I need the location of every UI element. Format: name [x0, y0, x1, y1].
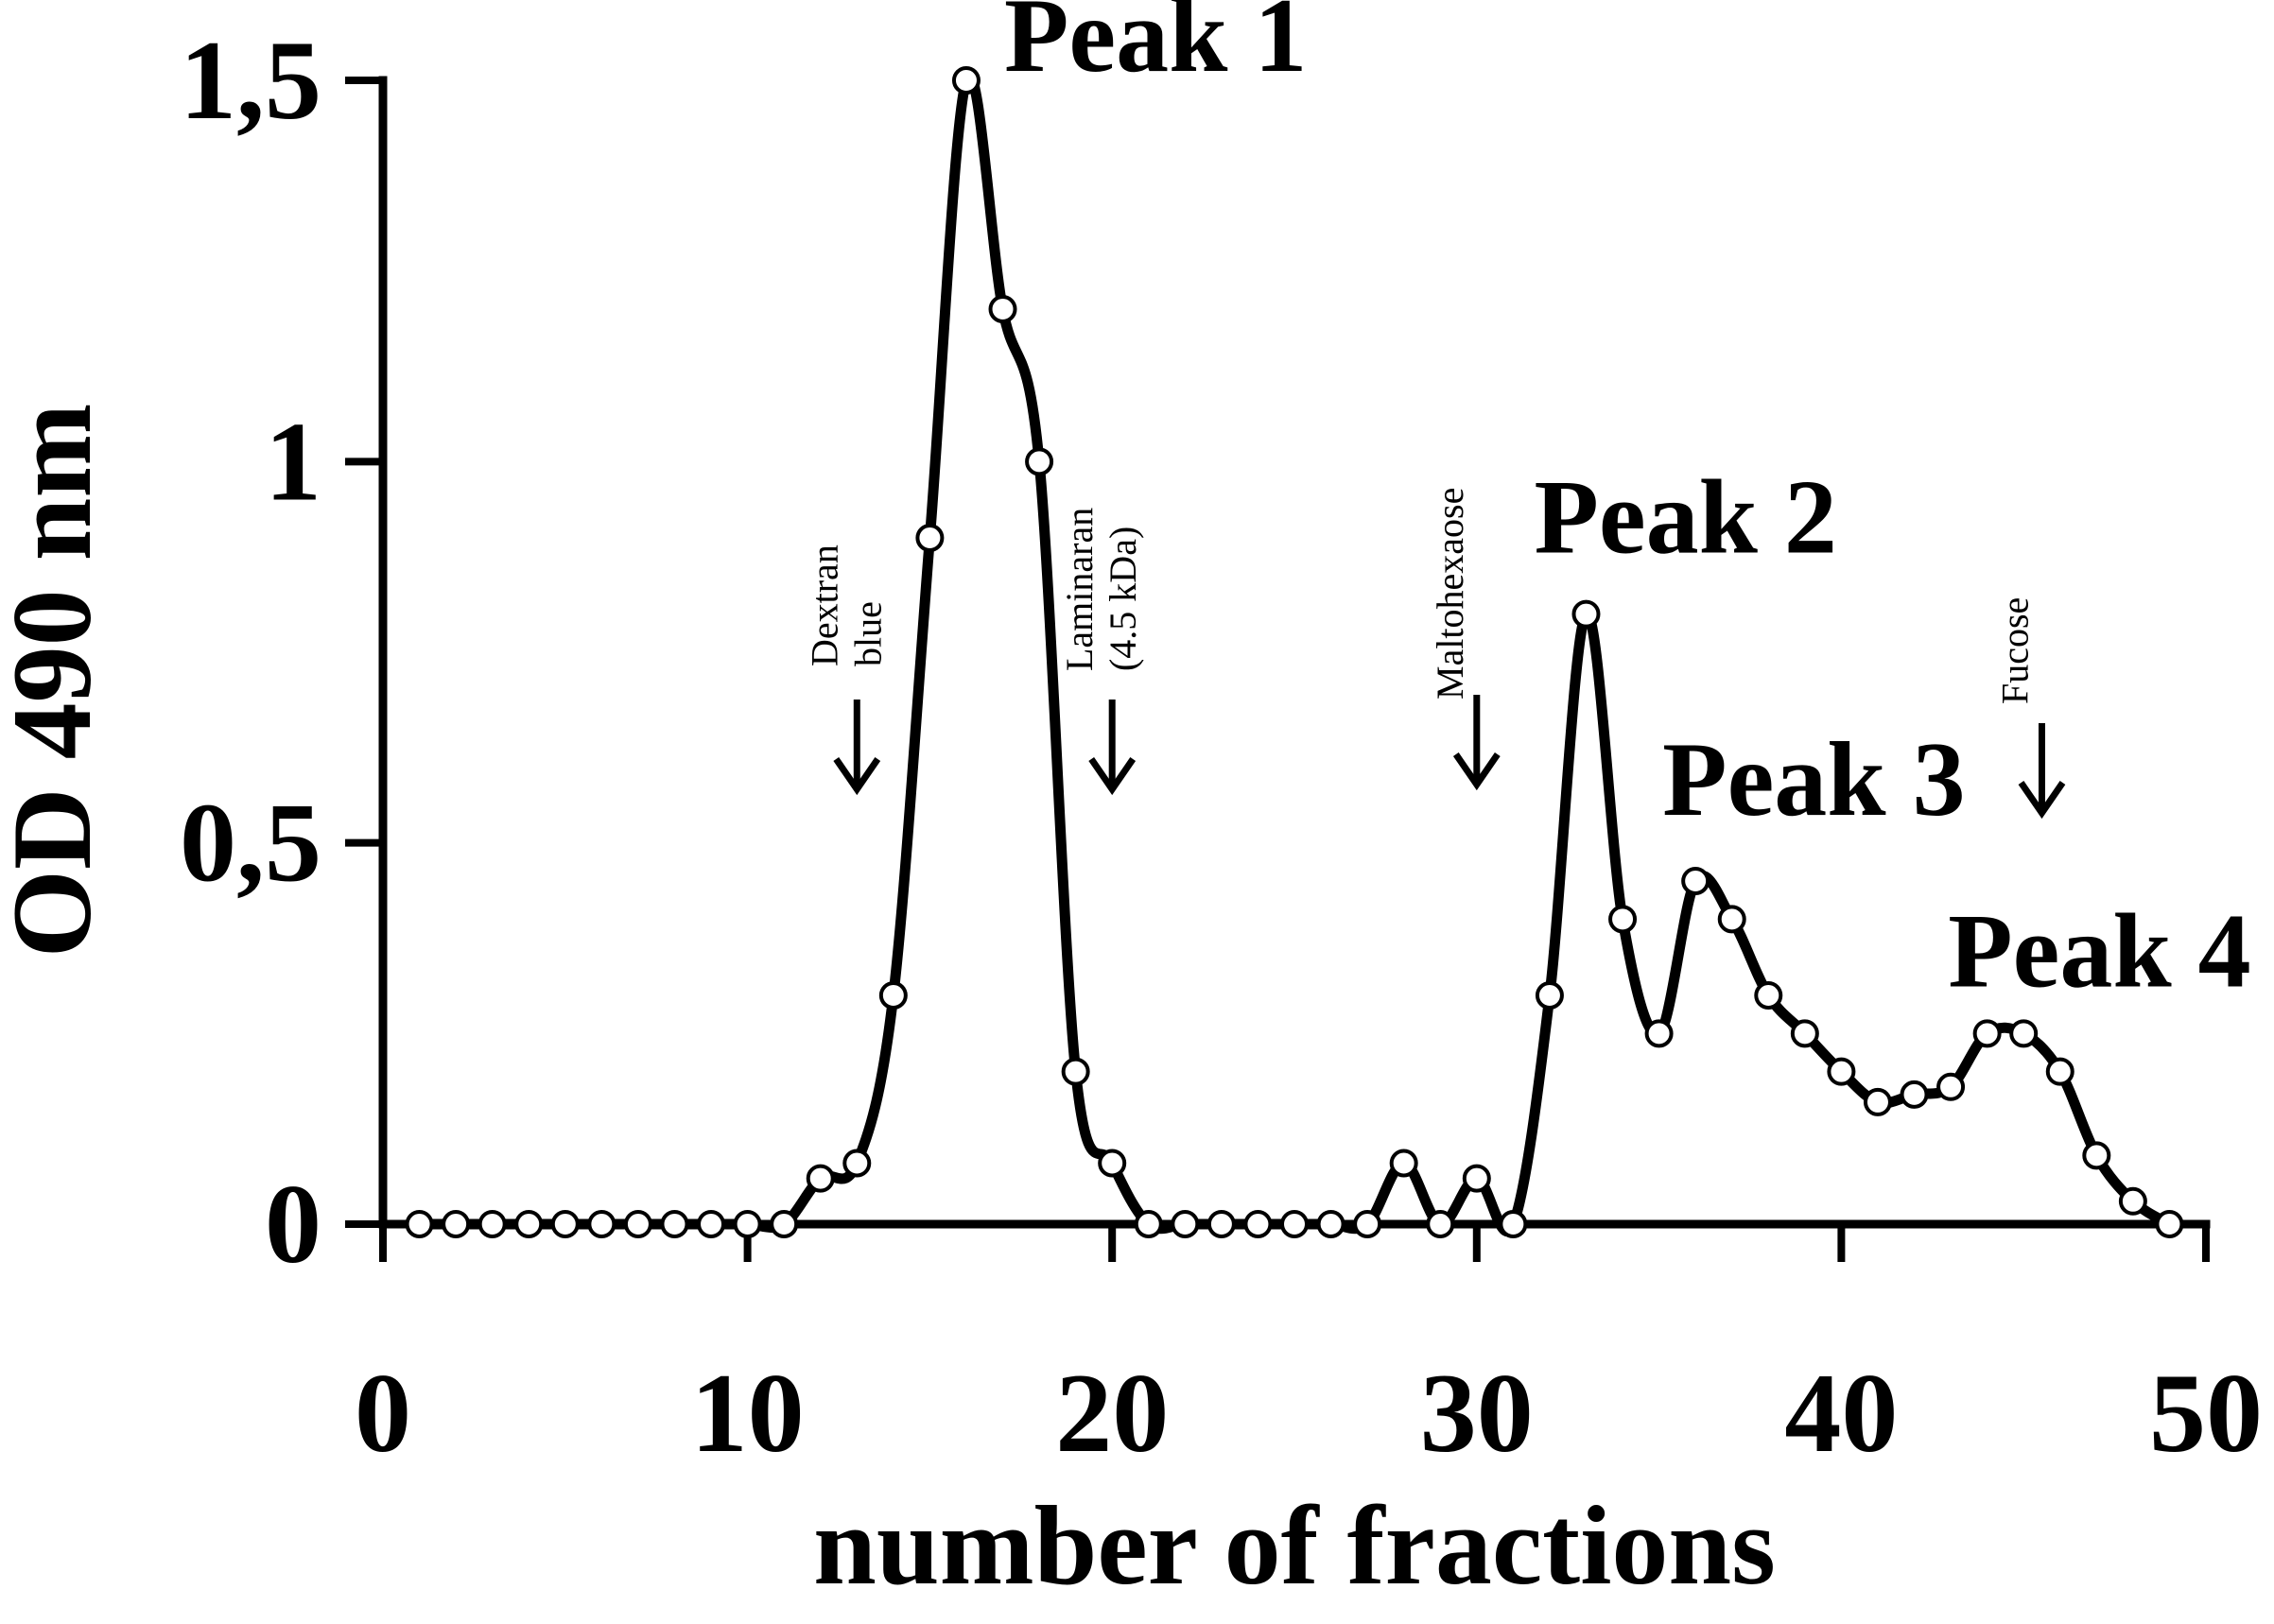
series-line: [414, 70, 2175, 1237]
marker-arrowhead: [1452, 752, 1501, 791]
marker-arrowhead: [833, 757, 881, 796]
x-axis-title: number of fractions: [813, 1482, 1776, 1608]
data-point: [2118, 1186, 2147, 1216]
data-point: [1025, 447, 1054, 476]
data-point: [442, 1210, 471, 1238]
x-tick-label: 10: [691, 1350, 805, 1476]
marker-label: blue: [846, 601, 889, 666]
data-point: [697, 1210, 726, 1238]
x-tick-label: 20: [1055, 1350, 1169, 1476]
data-point: [842, 1149, 872, 1178]
data-point: [1061, 1057, 1090, 1086]
marker-arrowhead: [1088, 757, 1137, 796]
data-point: [733, 1210, 762, 1238]
data-points: [405, 66, 2184, 1238]
data-point: [660, 1210, 689, 1238]
data-point: [1280, 1210, 1309, 1238]
peak-label: Peak 1: [1004, 0, 1307, 95]
x-tick-label: 50: [2149, 1350, 2263, 1476]
data-point: [1389, 1149, 1418, 1178]
data-point: [1936, 1072, 1966, 1101]
x-tick-label: 40: [1784, 1350, 1898, 1476]
data-point: [1571, 599, 1601, 629]
peak-label: Peak 3: [1662, 721, 1965, 838]
data-point: [1754, 981, 1783, 1010]
data-point: [1134, 1210, 1163, 1238]
data-point: [1644, 1019, 1674, 1048]
data-point: [1608, 905, 1638, 934]
marker-label: Fucose: [1993, 597, 2036, 704]
y-tick-label: 0,5: [180, 780, 321, 906]
marker-label: Maltohexaose: [1429, 488, 1471, 700]
data-point: [1171, 1210, 1200, 1238]
peak-label: Peak 2: [1534, 459, 1836, 577]
data-point: [1316, 1210, 1345, 1238]
data-point: [1790, 1019, 1819, 1048]
x-tick-label: 0: [355, 1350, 411, 1476]
y-axis-title: OD 490 nm: [0, 404, 114, 959]
data-point: [988, 295, 1017, 323]
data-point: [1098, 1149, 1127, 1178]
data-point: [1499, 1210, 1528, 1238]
data-point: [2045, 1057, 2074, 1086]
data-point: [1900, 1080, 1929, 1109]
data-point: [587, 1210, 616, 1238]
x-tick-label: 30: [1420, 1350, 1534, 1476]
data-point: [477, 1210, 507, 1238]
data-point: [878, 981, 908, 1010]
marker-label: (4.5 kDa): [1102, 527, 1144, 671]
data-point: [806, 1164, 835, 1193]
data-point: [1863, 1087, 1892, 1116]
data-point: [1827, 1057, 1856, 1086]
reference-markers: Dextran blue Laminaran (4.5 kDa) Maltohexaos…: [803, 488, 2066, 820]
data-point: [1681, 867, 1710, 895]
marker-label: Dextran: [803, 544, 845, 666]
data-point: [770, 1210, 799, 1238]
y-tick-label: 1,5: [180, 17, 321, 143]
data-point: [1717, 905, 1746, 934]
data-point: [915, 524, 945, 552]
data-point: [550, 1210, 580, 1238]
marker-label: Laminaran: [1058, 508, 1101, 671]
data-point: [2155, 1210, 2184, 1238]
data-point: [1972, 1019, 2002, 1048]
peak-labels: Peak 1 Peak 2 Peak 3 Peak 4: [1004, 0, 2251, 1010]
data-point: [1462, 1164, 1491, 1193]
data-point: [1426, 1210, 1455, 1238]
data-point: [1353, 1210, 1382, 1238]
y-tick-label: 0: [265, 1161, 321, 1287]
data-point: [1206, 1210, 1236, 1238]
data-point: [1535, 981, 1564, 1010]
data-point: [514, 1210, 544, 1238]
data-point: [951, 66, 981, 95]
data-point: [1243, 1210, 1273, 1238]
data-point: [623, 1210, 652, 1238]
data-point: [2009, 1019, 2039, 1048]
y-tick-label: 1: [265, 398, 321, 524]
data-point: [405, 1210, 434, 1238]
data-point: [2082, 1141, 2111, 1170]
peak-label: Peak 4: [1948, 892, 2250, 1010]
marker-arrowhead: [2018, 781, 2066, 820]
axis-ticks: 0 10 20 30 40 50 0 0,5 1 1,5: [180, 17, 2263, 1476]
